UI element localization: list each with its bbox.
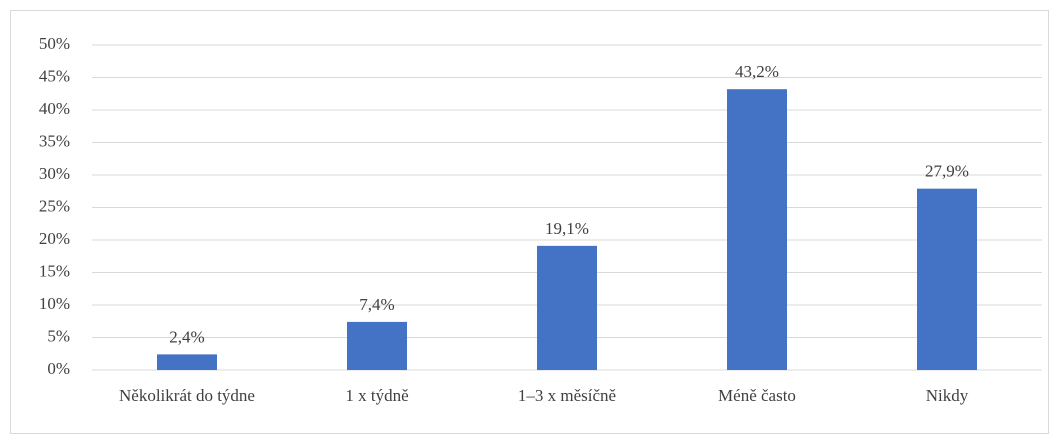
bar	[157, 354, 217, 370]
bar	[727, 89, 787, 370]
y-tick-label: 45%	[39, 66, 70, 85]
bar	[537, 245, 597, 370]
y-tick-label: 25%	[39, 196, 70, 215]
x-tick-label: Nikdy	[925, 386, 969, 405]
y-tick-label: 40%	[39, 99, 70, 118]
y-tick-label: 50%	[39, 34, 70, 53]
x-tick-label: 1 x týdně	[345, 386, 409, 405]
y-tick-label: 35%	[39, 131, 70, 150]
y-tick-label: 20%	[39, 229, 70, 248]
value-label: 43,2%	[735, 62, 779, 81]
value-label: 19,1%	[545, 219, 589, 238]
x-tick-label: 1–3 x měsíčně	[517, 386, 617, 405]
value-label: 7,4%	[359, 295, 394, 314]
value-label: 27,9%	[925, 162, 969, 181]
y-tick-label: 5%	[47, 326, 70, 345]
y-tick-label: 10%	[39, 294, 70, 313]
chart-border	[10, 10, 1049, 434]
y-tick-label: 0%	[47, 359, 70, 378]
x-tick-label: Několikrát do týdne	[119, 386, 255, 405]
y-tick-label: 15%	[39, 261, 70, 280]
bar	[917, 188, 977, 370]
bar	[347, 321, 407, 370]
x-tick-label: Méně často	[718, 386, 796, 405]
y-tick-label: 30%	[39, 164, 70, 183]
value-label: 2,4%	[169, 327, 204, 346]
